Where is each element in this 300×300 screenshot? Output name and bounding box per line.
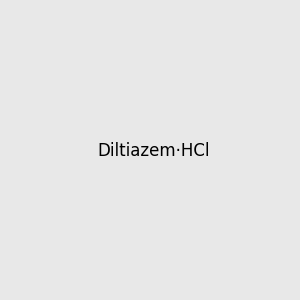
Text: Diltiazem·HCl: Diltiazem·HCl [98,142,210,160]
